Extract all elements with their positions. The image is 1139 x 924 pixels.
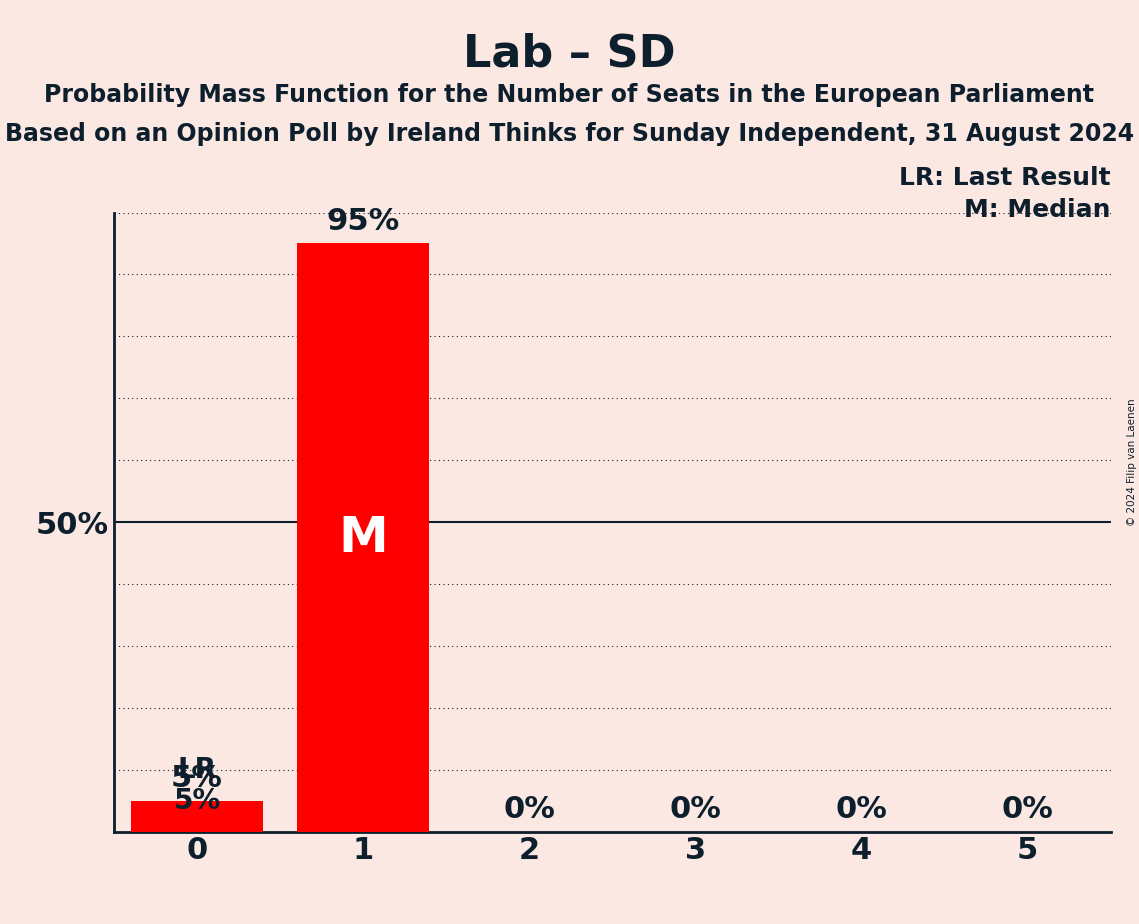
Text: Based on an Opinion Poll by Ireland Thinks for Sunday Independent, 31 August 202: Based on an Opinion Poll by Ireland Thin… [5,122,1134,146]
Text: LR: LR [178,756,216,784]
Text: LR: Last Result: LR: Last Result [899,166,1111,190]
Text: 0%: 0% [1001,796,1054,824]
Text: Lab – SD: Lab – SD [464,32,675,76]
Text: 0%: 0% [503,796,555,824]
Text: M: Median: M: Median [964,198,1111,222]
Bar [296,244,429,832]
Text: 0%: 0% [835,796,887,824]
Text: Probability Mass Function for the Number of Seats in the European Parliament: Probability Mass Function for the Number… [44,83,1095,107]
Text: © 2024 Filip van Laenen: © 2024 Filip van Laenen [1126,398,1137,526]
Text: 0%: 0% [670,796,721,824]
Text: 5%: 5% [171,764,223,793]
Text: M: M [338,514,388,562]
Text: 95%: 95% [327,207,400,236]
Bar [131,800,263,832]
Text: 5%: 5% [173,786,221,815]
